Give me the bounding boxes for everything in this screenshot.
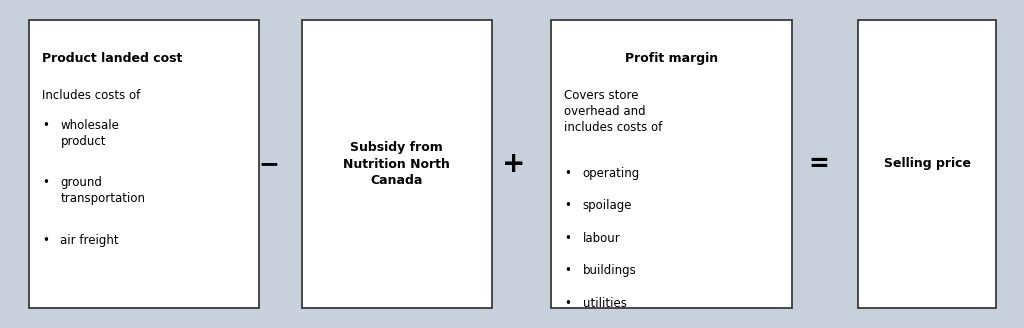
Text: spoilage: spoilage	[583, 199, 632, 212]
Text: Profit margin: Profit margin	[625, 52, 718, 66]
Text: −: −	[259, 152, 280, 176]
Text: ground
transportation: ground transportation	[60, 176, 145, 205]
Text: operating: operating	[583, 167, 640, 180]
Text: Covers store
overhead and
includes costs of: Covers store overhead and includes costs…	[564, 89, 663, 134]
Text: air freight: air freight	[60, 234, 119, 247]
Text: •: •	[564, 199, 571, 212]
Text: buildings: buildings	[583, 264, 636, 277]
Text: wholesale
product: wholesale product	[60, 119, 119, 148]
Text: Includes costs of: Includes costs of	[42, 89, 140, 102]
Text: •: •	[42, 176, 49, 190]
Bar	[858, 20, 996, 308]
Text: utilities: utilities	[583, 297, 627, 310]
Text: •: •	[42, 119, 49, 133]
Text: •: •	[564, 297, 571, 310]
Text: Subsidy from
Nutrition North
Canada: Subsidy from Nutrition North Canada	[343, 140, 451, 188]
Bar	[29, 20, 259, 308]
Text: •: •	[564, 232, 571, 245]
Text: +: +	[503, 150, 525, 178]
Text: •: •	[564, 167, 571, 180]
Bar	[302, 20, 492, 308]
Bar	[551, 20, 792, 308]
Text: labour: labour	[583, 232, 621, 245]
Text: •: •	[564, 264, 571, 277]
Text: =: =	[809, 152, 829, 176]
Text: Product landed cost: Product landed cost	[42, 52, 182, 66]
Text: •: •	[42, 234, 49, 247]
Text: Selling price: Selling price	[884, 157, 971, 171]
